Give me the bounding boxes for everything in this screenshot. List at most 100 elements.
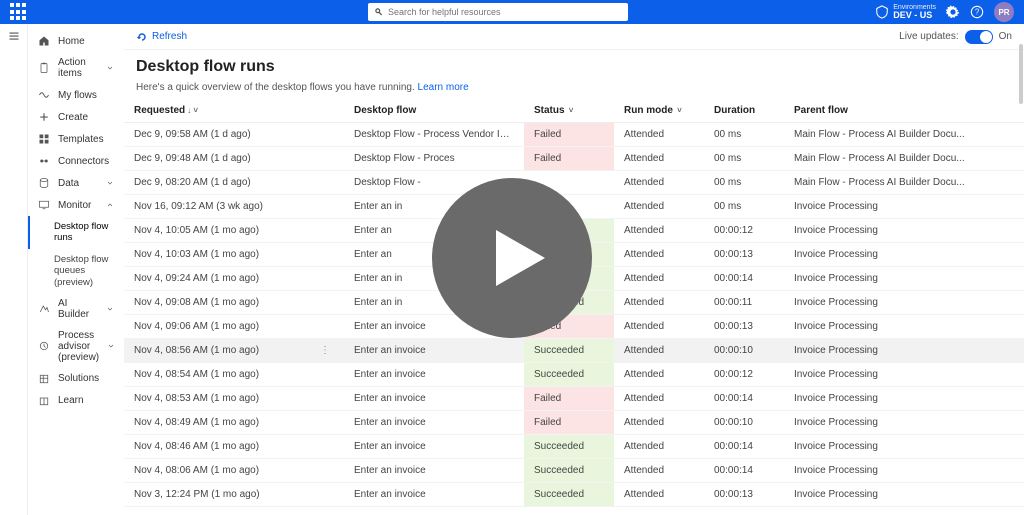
cell-duration: 00:00:12	[704, 219, 784, 243]
col-run-mode[interactable]: Run mode ˅	[614, 99, 704, 123]
cell-requested: Nov 3, 12:24 PM (1 mo ago)	[124, 483, 344, 507]
sidebar-item-my-flows[interactable]: My flows	[28, 84, 124, 106]
table-row[interactable]: Nov 3, 12:24 PM (1 mo ago)Enter an invoi…	[124, 483, 1024, 507]
table-row[interactable]: Nov 4, 08:06 AM (1 mo ago)Enter an invoi…	[124, 459, 1024, 483]
cell-requested: Dec 9, 09:48 AM (1 d ago)	[124, 147, 344, 171]
cell-mode: Attended	[614, 147, 704, 171]
sidebar-item-create[interactable]: Create	[28, 106, 124, 128]
sidebar-item-label: Create	[58, 112, 88, 123]
scrollbar-thumb[interactable]	[1019, 44, 1023, 104]
refresh-icon	[136, 31, 148, 43]
learn-more-link[interactable]: Learn more	[418, 82, 469, 93]
cell-duration: 00:00:10	[704, 411, 784, 435]
sidebar-sub-desktop-flow-queues-preview-[interactable]: Desktop flow queues (preview)	[28, 249, 124, 293]
sidebar-item-ai-builder[interactable]: AI Builder	[28, 293, 124, 325]
table-row[interactable]: Nov 4, 08:49 AM (1 mo ago)Enter an invoi…	[124, 411, 1024, 435]
cell-flow: Desktop Flow - Proces	[344, 147, 524, 171]
sidebar-item-templates[interactable]: Templates	[28, 128, 124, 150]
cell-flow: Enter an invoice	[344, 483, 524, 507]
sidebar-sub-desktop-flow-runs[interactable]: Desktop flow runs	[28, 216, 124, 249]
sidebar-item-monitor[interactable]: Monitor	[28, 194, 124, 216]
cell-status: Succeeded	[524, 483, 614, 507]
sidebar-item-label: Solutions	[58, 373, 99, 384]
search-icon	[374, 7, 384, 17]
search-input[interactable]	[388, 7, 622, 17]
chevron-down-icon: ˅	[567, 106, 574, 115]
cell-status: Succeeded	[524, 435, 614, 459]
play-icon	[482, 223, 552, 293]
table-row[interactable]: Nov 4, 08:56 AM (1 mo ago)⋮Enter an invo…	[124, 339, 1024, 363]
table-row[interactable]: Dec 9, 09:48 AM (1 d ago)Desktop Flow - …	[124, 147, 1024, 171]
cell-status: Failed	[524, 123, 614, 147]
refresh-button[interactable]: Refresh	[136, 31, 187, 43]
sidebar-item-label: Process advisor (preview)	[58, 330, 99, 363]
flows-icon	[38, 89, 50, 101]
sidebar: Home Action items My flows Create Templates C…	[28, 24, 124, 515]
sidebar-item-label: Templates	[58, 134, 104, 145]
table-row[interactable]: Nov 4, 08:54 AM (1 mo ago)Enter an invoi…	[124, 363, 1024, 387]
cell-mode: Attended	[614, 363, 704, 387]
monitor-icon	[38, 199, 50, 211]
templates-icon	[38, 133, 50, 145]
col-duration[interactable]: Duration	[704, 99, 784, 123]
svg-text:?: ?	[975, 8, 980, 17]
cell-mode: Attended	[614, 339, 704, 363]
cell-parent: Invoice Processing	[784, 291, 1024, 315]
cell-parent: Main Flow - Process AI Builder Docu...	[784, 147, 1024, 171]
cell-duration: 00:00:11	[704, 291, 784, 315]
sidebar-item-data[interactable]: Data	[28, 172, 124, 194]
page-title: Desktop flow runs	[136, 58, 1012, 76]
plus-icon	[38, 111, 50, 123]
table-row[interactable]: Nov 4, 08:46 AM (1 mo ago)Enter an invoi…	[124, 435, 1024, 459]
cell-mode: Attended	[614, 483, 704, 507]
avatar[interactable]: PR	[994, 2, 1014, 22]
cell-flow: Enter an invoice	[344, 459, 524, 483]
cell-mode: Attended	[614, 171, 704, 195]
cell-parent: Invoice Processing	[784, 243, 1024, 267]
cell-flow: Enter an invoice	[344, 387, 524, 411]
cell-duration: 00:00:10	[704, 339, 784, 363]
cell-parent: Invoice Processing	[784, 267, 1024, 291]
table-row[interactable]: Nov 4, 09:06 AM (1 mo ago)Enter an invoi…	[124, 315, 1024, 339]
play-video-button[interactable]	[432, 178, 592, 338]
subtitle-text: Here's a quick overview of the desktop f…	[136, 82, 418, 93]
toolbar: Refresh Live updates: On	[124, 24, 1024, 50]
sidebar-item-connectors[interactable]: Connectors	[28, 150, 124, 172]
sidebar-item-label: Data	[58, 178, 79, 189]
table-row[interactable]: Dec 9, 08:20 AM (1 d ago)Desktop Flow -A…	[124, 171, 1024, 195]
col-desktop-flow[interactable]: Desktop flow	[344, 99, 524, 123]
live-updates-toggle[interactable]	[965, 30, 993, 44]
cell-mode: Attended	[614, 315, 704, 339]
cell-duration: 00 ms	[704, 171, 784, 195]
hamburger-icon[interactable]	[8, 30, 20, 42]
table-row[interactable]: Dec 9, 09:58 AM (1 d ago)Desktop Flow - …	[124, 123, 1024, 147]
global-search[interactable]	[368, 3, 628, 21]
sidebar-item-solutions[interactable]: Solutions	[28, 368, 124, 390]
chevron-down-icon: ˅	[675, 106, 682, 115]
help-icon[interactable]: ?	[970, 5, 984, 19]
settings-icon[interactable]	[946, 5, 960, 19]
table-row[interactable]: Nov 4, 08:53 AM (1 mo ago)Enter an invoi…	[124, 387, 1024, 411]
sidebar-item-learn[interactable]: Learn	[28, 390, 124, 412]
cell-parent: Invoice Processing	[784, 387, 1024, 411]
sidebar-item-label: AI Builder	[58, 298, 98, 320]
row-menu-icon[interactable]: ⋮	[316, 345, 334, 356]
live-updates-state: On	[999, 31, 1012, 42]
sidebar-item-process-advisor-preview-[interactable]: Process advisor (preview)	[28, 325, 124, 368]
cell-requested: Dec 9, 08:20 AM (1 d ago)	[124, 171, 344, 195]
col-parent-flow[interactable]: Parent flow	[784, 99, 1024, 123]
sidebar-item-home[interactable]: Home	[28, 30, 124, 52]
data-icon	[38, 177, 50, 189]
environment-picker[interactable]: Environments DEV - US	[875, 4, 936, 20]
cell-flow: Enter an invoice	[344, 435, 524, 459]
app-launcher-icon[interactable]	[10, 3, 28, 21]
chevron-up-icon	[106, 201, 114, 209]
env-name: DEV - US	[893, 11, 936, 20]
col-requested[interactable]: Requested↓ ˅	[124, 99, 344, 123]
sidebar-item-label: Action items	[58, 57, 98, 79]
sidebar-item-action-items[interactable]: Action items	[28, 52, 124, 84]
connectors-icon	[38, 155, 50, 167]
col-status[interactable]: Status ˅	[524, 99, 614, 123]
cell-status: Failed	[524, 147, 614, 171]
cell-duration: 00 ms	[704, 147, 784, 171]
